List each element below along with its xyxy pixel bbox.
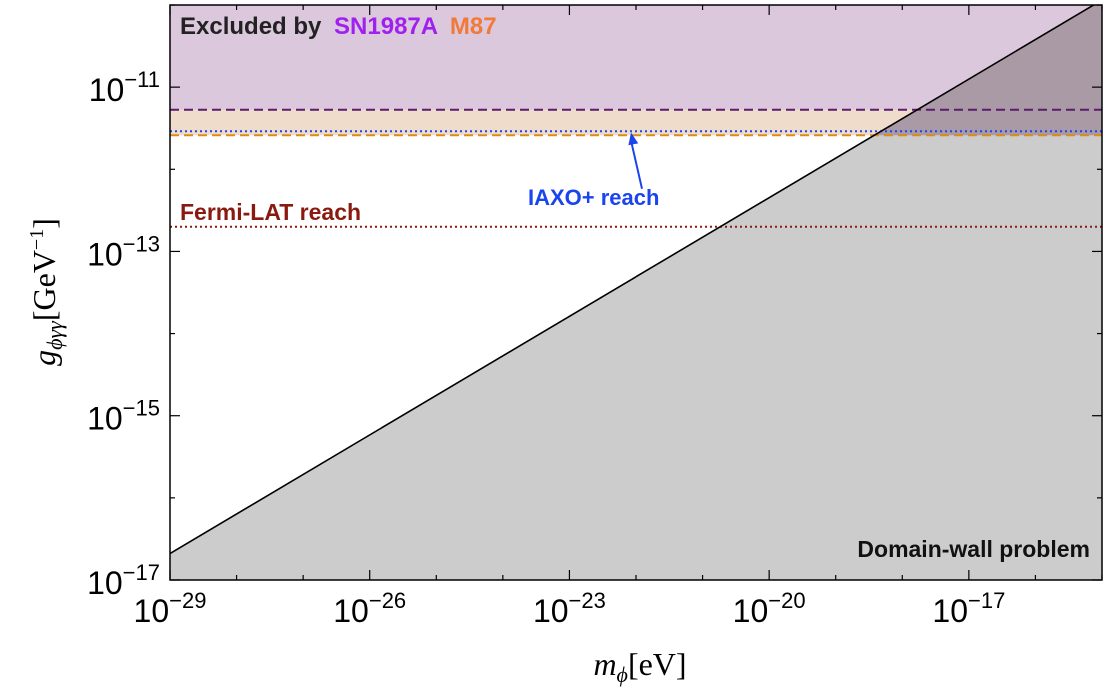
- excluded-prefix: Excluded by: [180, 13, 322, 40]
- m87-label: M87: [450, 13, 497, 40]
- plot-frame: [169, 4, 1103, 581]
- excluded-label: Excluded by SN1987A M87: [180, 13, 497, 40]
- domain-wall-boundary-line: [170, 5, 1096, 555]
- x-tick-label: 10−29: [134, 588, 207, 629]
- x-tick-label: 10−23: [533, 588, 606, 629]
- y-tick-label: 10−13: [87, 231, 160, 272]
- x-tick-label: 10−26: [333, 588, 406, 629]
- y-tick-label: 10−15: [87, 396, 160, 437]
- x-tick-label: 10−17: [932, 588, 1005, 629]
- y-axis-label: gϕγγ[GeV−1]: [26, 218, 67, 366]
- domain-wall-region: [170, 5, 1102, 580]
- iaxo-arrow-head: [628, 132, 639, 146]
- y-tick-label: 10−11: [89, 67, 160, 108]
- x-tick-labels: 10−29 10−26 10−23 10−20 10−17: [134, 588, 1006, 629]
- y-tick-label: 10−17: [87, 560, 160, 601]
- iaxo-arrow: [630, 140, 643, 189]
- y-tick-labels: 10−17 10−15 10−13 10−11: [87, 67, 160, 601]
- domain-wall-label: Domain-wall problem: [857, 536, 1090, 562]
- fermi-lat-reach-label: Fermi-LAT reach: [180, 199, 361, 225]
- x-tick-label: 10−20: [733, 588, 806, 629]
- x-axis-label: mϕ[eV]: [593, 646, 686, 687]
- iaxo-reach-label: IAXO+ reach: [528, 185, 659, 210]
- sn1987a-label: SN1987A: [334, 13, 438, 40]
- domain-wall-overlap-region: [874, 5, 1102, 136]
